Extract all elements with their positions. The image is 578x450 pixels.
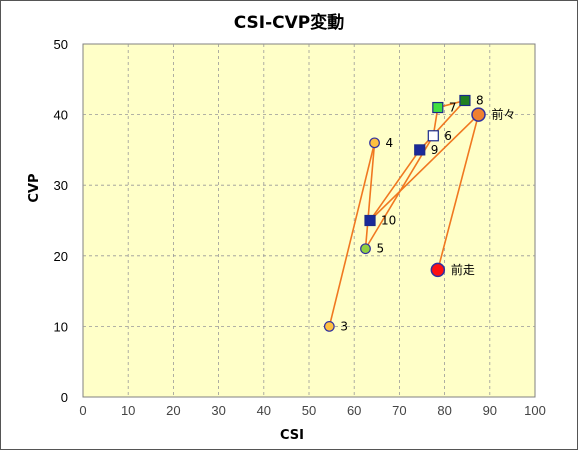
x-tick-label: 70 bbox=[392, 403, 406, 418]
y-axis-title: CVP bbox=[27, 173, 42, 202]
chart-title: CSI-CVP変動 bbox=[234, 12, 345, 33]
point-8 bbox=[459, 94, 471, 107]
x-tick-label: 0 bbox=[79, 403, 86, 418]
point-label: 5 bbox=[377, 242, 385, 256]
x-tick-label: 30 bbox=[211, 403, 225, 418]
point-前走 bbox=[430, 262, 446, 278]
y-tick-label: 40 bbox=[54, 108, 68, 123]
x-tick-label: 100 bbox=[524, 403, 546, 418]
series-line-segment bbox=[369, 149, 421, 221]
x-tick-label: 60 bbox=[347, 403, 361, 418]
x-tick-label: 80 bbox=[437, 403, 451, 418]
y-tick-label: 10 bbox=[54, 319, 68, 334]
y-tick-label: 20 bbox=[54, 249, 68, 264]
series-line-segment bbox=[364, 142, 376, 249]
y-tick-label: 0 bbox=[61, 390, 68, 405]
point-label: 3 bbox=[340, 319, 348, 333]
point-4 bbox=[369, 137, 380, 149]
series-line-segment bbox=[369, 114, 480, 222]
x-axis-title: CSI bbox=[280, 428, 304, 443]
point-前々 bbox=[471, 107, 486, 122]
y-tick-label: 30 bbox=[54, 178, 68, 193]
x-tick-labels: 0 10 20 30 40 50 60 70 80 90 100 bbox=[79, 403, 545, 418]
point-label: 4 bbox=[386, 136, 394, 150]
grid bbox=[83, 44, 535, 397]
series-line-segment bbox=[437, 114, 480, 271]
point-label: 前々 bbox=[492, 107, 516, 122]
point-label: 6 bbox=[444, 129, 452, 143]
point-label: 10 bbox=[381, 214, 396, 228]
series-line-segment bbox=[328, 142, 376, 327]
point-10 bbox=[364, 214, 376, 227]
point-label: 9 bbox=[431, 143, 439, 157]
x-tick-label: 90 bbox=[483, 403, 497, 418]
point-6 bbox=[427, 130, 439, 142]
point-7 bbox=[432, 101, 444, 114]
point-label: 前走 bbox=[451, 262, 475, 277]
series-line-segment bbox=[419, 99, 466, 151]
x-tick-label: 20 bbox=[166, 403, 180, 418]
y-tick-labels: 0 10 20 30 40 50 bbox=[54, 37, 68, 405]
point-label: 8 bbox=[476, 93, 484, 107]
point-label: 7 bbox=[449, 101, 457, 115]
point-3 bbox=[323, 321, 335, 332]
point-9 bbox=[414, 144, 426, 156]
x-tick-label: 10 bbox=[121, 403, 135, 418]
x-tick-label: 40 bbox=[257, 403, 271, 418]
x-tick-label: 50 bbox=[302, 403, 316, 418]
point-5 bbox=[360, 243, 371, 255]
y-tick-label: 50 bbox=[54, 37, 68, 52]
data-markers bbox=[323, 94, 486, 332]
